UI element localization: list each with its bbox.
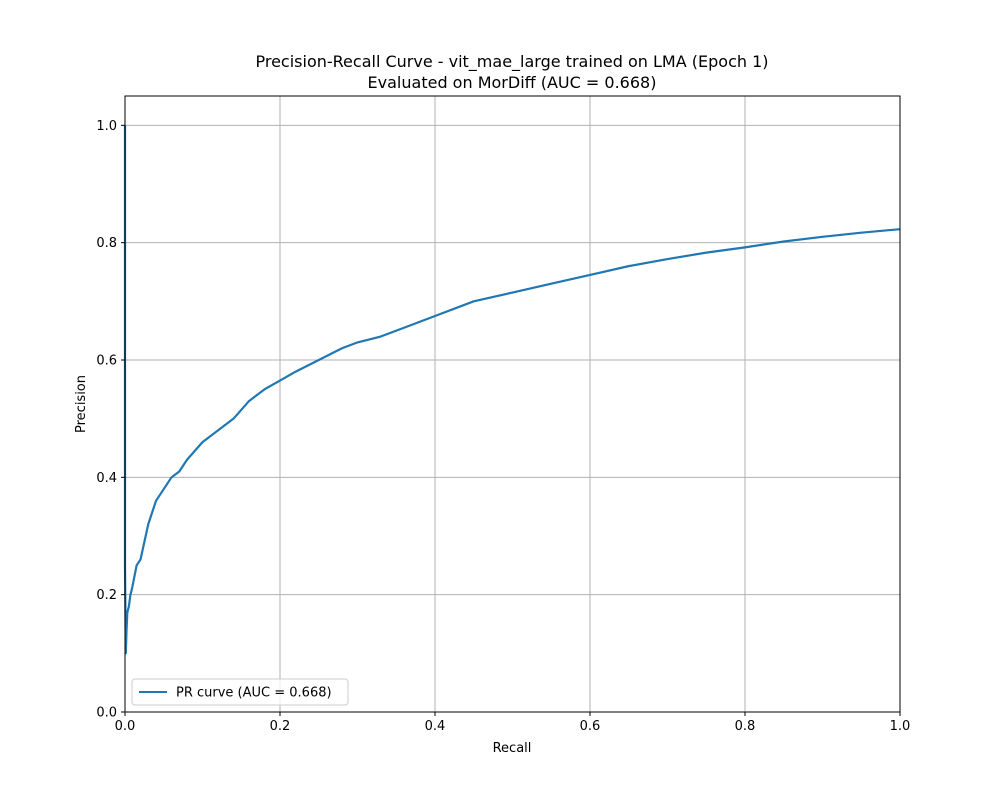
y-tick-label: 0.8 bbox=[96, 236, 117, 251]
y-axis-label: Precision bbox=[74, 375, 89, 433]
x-tick-label: 0.8 bbox=[735, 719, 756, 734]
pr-curve-line bbox=[123, 125, 901, 655]
series-layer bbox=[123, 125, 901, 655]
plot-frame bbox=[124, 95, 901, 713]
y-tick-label: 0.2 bbox=[96, 588, 117, 603]
chart-subtitle: Evaluated on MorDiff (AUC = 0.668) bbox=[368, 73, 657, 92]
chart-title: Precision-Recall Curve - vit_mae_large t… bbox=[255, 52, 768, 72]
x-tick-label: 0.2 bbox=[270, 719, 291, 734]
x-tick-label: 1.0 bbox=[890, 719, 911, 734]
x-axis-label: Recall bbox=[493, 741, 532, 756]
y-tick-label: 0.4 bbox=[96, 471, 117, 486]
y-tick-label: 1.0 bbox=[96, 119, 117, 134]
grid bbox=[124, 96, 901, 713]
y-tick-label: 0.6 bbox=[96, 354, 117, 369]
legend: PR curve (AUC = 0.668) bbox=[131, 678, 349, 706]
legend-box bbox=[131, 678, 349, 706]
legend-label: PR curve (AUC = 0.668) bbox=[176, 686, 332, 701]
x-tick-label: 0.6 bbox=[580, 719, 601, 734]
axis-ticks: 0.0 0.2 0.4 0.6 0.8 1.0 0.0 0.2 0.4 0.6 0.8 1.0 bbox=[96, 119, 910, 734]
x-tick-label: 0.4 bbox=[425, 719, 446, 734]
x-tick-label: 0.0 bbox=[115, 719, 136, 734]
y-tick-label: 0.0 bbox=[96, 706, 117, 721]
